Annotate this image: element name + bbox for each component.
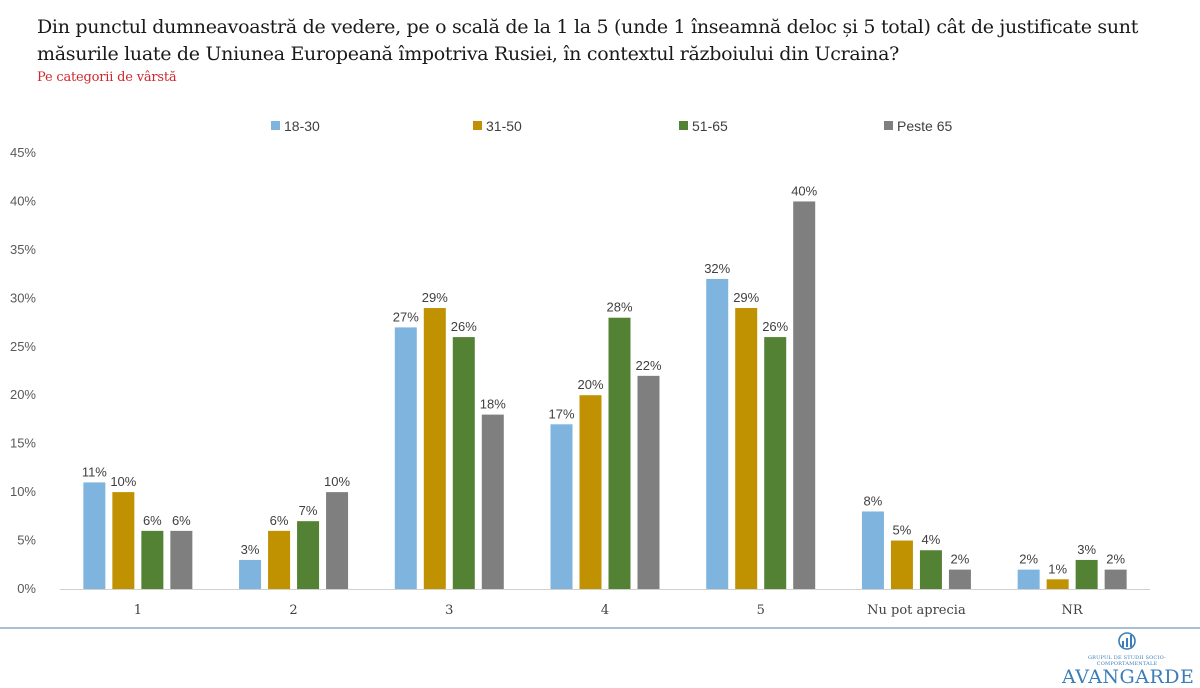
y-tick-label: 25%	[10, 339, 36, 354]
y-tick-label: 0%	[17, 581, 36, 596]
bar-18-30	[706, 278, 729, 589]
footer-divider	[0, 627, 1200, 629]
avangarde-logo: GRUPUL DE STUDII SOCIO-COMPORTAMENTALE A…	[1062, 632, 1194, 687]
data-label: 2%	[951, 552, 970, 567]
data-label: 8%	[864, 493, 883, 508]
data-label: 2%	[1106, 552, 1125, 567]
x-tick-label: 3	[445, 603, 453, 618]
bar-31-50	[735, 308, 758, 589]
legend-label: 51-65	[692, 118, 728, 134]
legend-label: 18-30	[284, 118, 320, 134]
data-label: 6%	[270, 513, 289, 528]
data-label: 28%	[606, 300, 632, 315]
x-tick-label: 5	[757, 603, 765, 618]
x-tick-label: NR	[1062, 603, 1084, 618]
bar-18-30	[861, 511, 884, 589]
bar-chart: 18-30 31-50 51-65 Peste 65 0%5%10%15%20%25%…	[10, 118, 1150, 618]
data-label: 11%	[82, 464, 107, 479]
data-label: 29%	[733, 290, 759, 305]
bar-peste-65	[637, 375, 660, 589]
bar-51-65	[1075, 559, 1098, 589]
legend-label: 31-50	[486, 118, 522, 134]
logo-tagline: GRUPUL DE STUDII SOCIO-COMPORTAMENTALE	[1087, 655, 1167, 667]
data-label: 6%	[143, 513, 162, 528]
bar-31-50	[423, 308, 446, 589]
data-label: 26%	[451, 319, 477, 334]
data-label: 3%	[241, 542, 260, 557]
bar-51-65	[452, 337, 475, 589]
x-tick-label: 4	[601, 603, 609, 618]
x-tick-label: 2	[289, 603, 297, 618]
legend-swatch	[271, 121, 280, 130]
chart-figure-icon	[1118, 632, 1136, 650]
data-label: 29%	[422, 290, 448, 305]
y-tick-label: 30%	[10, 290, 36, 305]
bar-18-30	[1017, 569, 1040, 589]
legend-swatch	[884, 121, 893, 130]
chart-title: Din punctul dumneavoastră de vedere, pe …	[37, 16, 1139, 65]
bar-31-50	[268, 530, 291, 589]
x-tick-label: 1	[134, 603, 142, 618]
y-axis: 0% 5% 10% 15% 20% 25% 30% 35% 40% 45%	[10, 145, 36, 596]
y-tick-label: 45%	[10, 145, 36, 160]
bar-51-65	[297, 521, 320, 589]
bar-51-65	[141, 530, 164, 589]
y-tick-label: 40%	[10, 193, 36, 208]
y-tick-label: 15%	[10, 436, 36, 451]
bar-peste-65	[948, 569, 971, 589]
bar-31-50	[579, 395, 602, 589]
logo-name: AVANGARDE	[1062, 666, 1195, 688]
data-label: 1%	[1048, 561, 1067, 576]
bar-peste-65	[326, 492, 349, 589]
data-label: 5%	[893, 523, 912, 538]
y-tick-label: 35%	[10, 242, 36, 257]
data-label: 40%	[791, 183, 817, 198]
y-tick-label: 10%	[10, 484, 36, 499]
bar-peste-65	[1104, 569, 1127, 589]
bar-18-30	[550, 424, 573, 589]
bar-18-30	[83, 482, 106, 589]
legend-swatch	[679, 121, 688, 130]
data-label: 27%	[393, 309, 419, 324]
data-labels: 11%10%6% 6%3%6%7%10%27%29%26%18%17%20%28%…	[82, 183, 1126, 576]
data-label: 3%	[1077, 542, 1096, 557]
bar-18-30	[239, 559, 262, 589]
data-label: 32%	[704, 261, 730, 276]
data-label: 10%	[110, 474, 136, 489]
data-label: 17%	[548, 406, 574, 421]
x-tick-label: Nu pot aprecia	[867, 603, 966, 618]
bar-31-50	[112, 492, 135, 589]
bars	[83, 201, 1127, 589]
bar-18-30	[394, 327, 417, 589]
data-label: 6%	[172, 513, 191, 528]
bar-peste-65	[793, 201, 816, 589]
legend-label: Peste 65	[897, 118, 952, 134]
bar-51-65	[764, 337, 787, 589]
data-label: 7%	[299, 503, 318, 518]
y-tick-label: 20%	[10, 387, 36, 402]
data-label: 2%	[1019, 552, 1038, 567]
y-tick-label: 5%	[17, 533, 36, 548]
bar-51-65	[608, 317, 631, 589]
data-label: 4%	[922, 532, 941, 547]
bar-peste-65	[170, 530, 193, 589]
data-label: 26%	[762, 319, 788, 334]
bar-51-65	[919, 550, 942, 589]
data-label: 18%	[480, 397, 506, 412]
legend: 18-30 31-50 51-65 Peste 65	[271, 118, 952, 134]
legend-swatch	[473, 121, 482, 130]
data-label: 22%	[635, 358, 661, 373]
chart-subtitle: Pe categorii de vârstă	[37, 70, 177, 85]
bar-peste-65	[481, 414, 504, 589]
data-label: 10%	[324, 474, 350, 489]
data-label: 20%	[577, 377, 603, 392]
bar-31-50	[1046, 579, 1069, 589]
x-axis: 1 2 3 4 5 Nu pot aprecia NR	[60, 589, 1150, 618]
bar-31-50	[890, 540, 913, 589]
